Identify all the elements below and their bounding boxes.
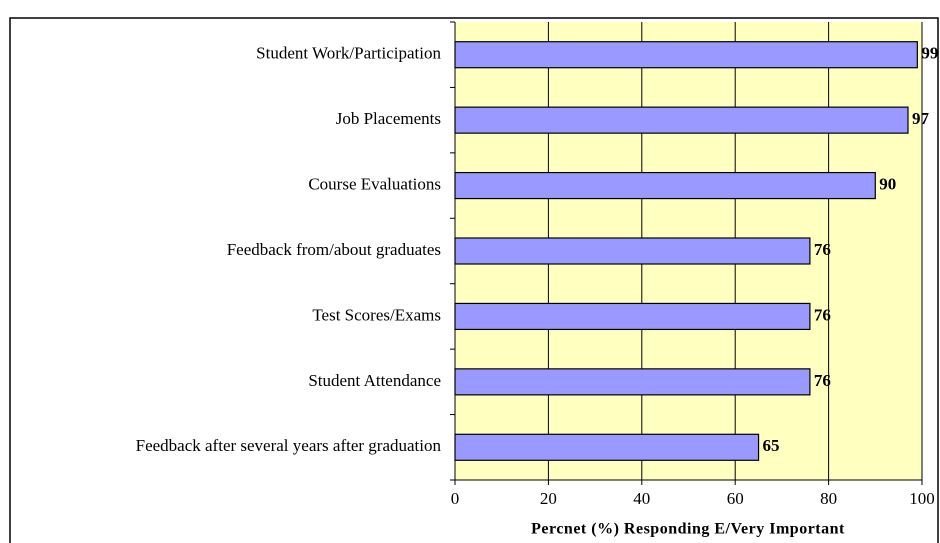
y-tick-label: Feedback from/about graduates — [227, 240, 441, 259]
bar — [454, 171, 876, 200]
bar — [454, 433, 760, 461]
data-label: 76 — [814, 305, 831, 324]
data-label: 76 — [814, 240, 831, 259]
data-label: 76 — [814, 371, 831, 390]
x-tick-label: 60 — [727, 489, 744, 508]
data-label: 65 — [763, 436, 780, 455]
bar — [454, 106, 909, 134]
y-tick-label: Test Scores/Exams — [312, 305, 441, 324]
x-axis-title: Percnet (%) Responding E/Very Important — [531, 521, 845, 538]
x-tick-label: 100 — [909, 489, 935, 508]
y-tick-label: Student Work/Participation — [256, 44, 441, 63]
data-label: 99 — [921, 44, 938, 63]
y-tick-label: Job Placements — [336, 109, 441, 128]
y-tick-label: Feedback after several years after gradu… — [136, 436, 442, 455]
data-label: 90 — [879, 174, 896, 193]
x-tick-label: 20 — [540, 489, 557, 508]
bar — [454, 302, 811, 331]
bar — [454, 368, 811, 396]
x-tick-label: 80 — [820, 489, 837, 508]
data-label: 97 — [912, 109, 930, 128]
y-tick-label: Student Attendance — [308, 371, 441, 390]
bar — [454, 237, 811, 265]
x-tick-label: 0 — [451, 489, 460, 508]
bar — [454, 41, 918, 69]
y-tick-label: Course Evaluations — [308, 174, 441, 193]
x-tick-label: 40 — [633, 489, 650, 508]
